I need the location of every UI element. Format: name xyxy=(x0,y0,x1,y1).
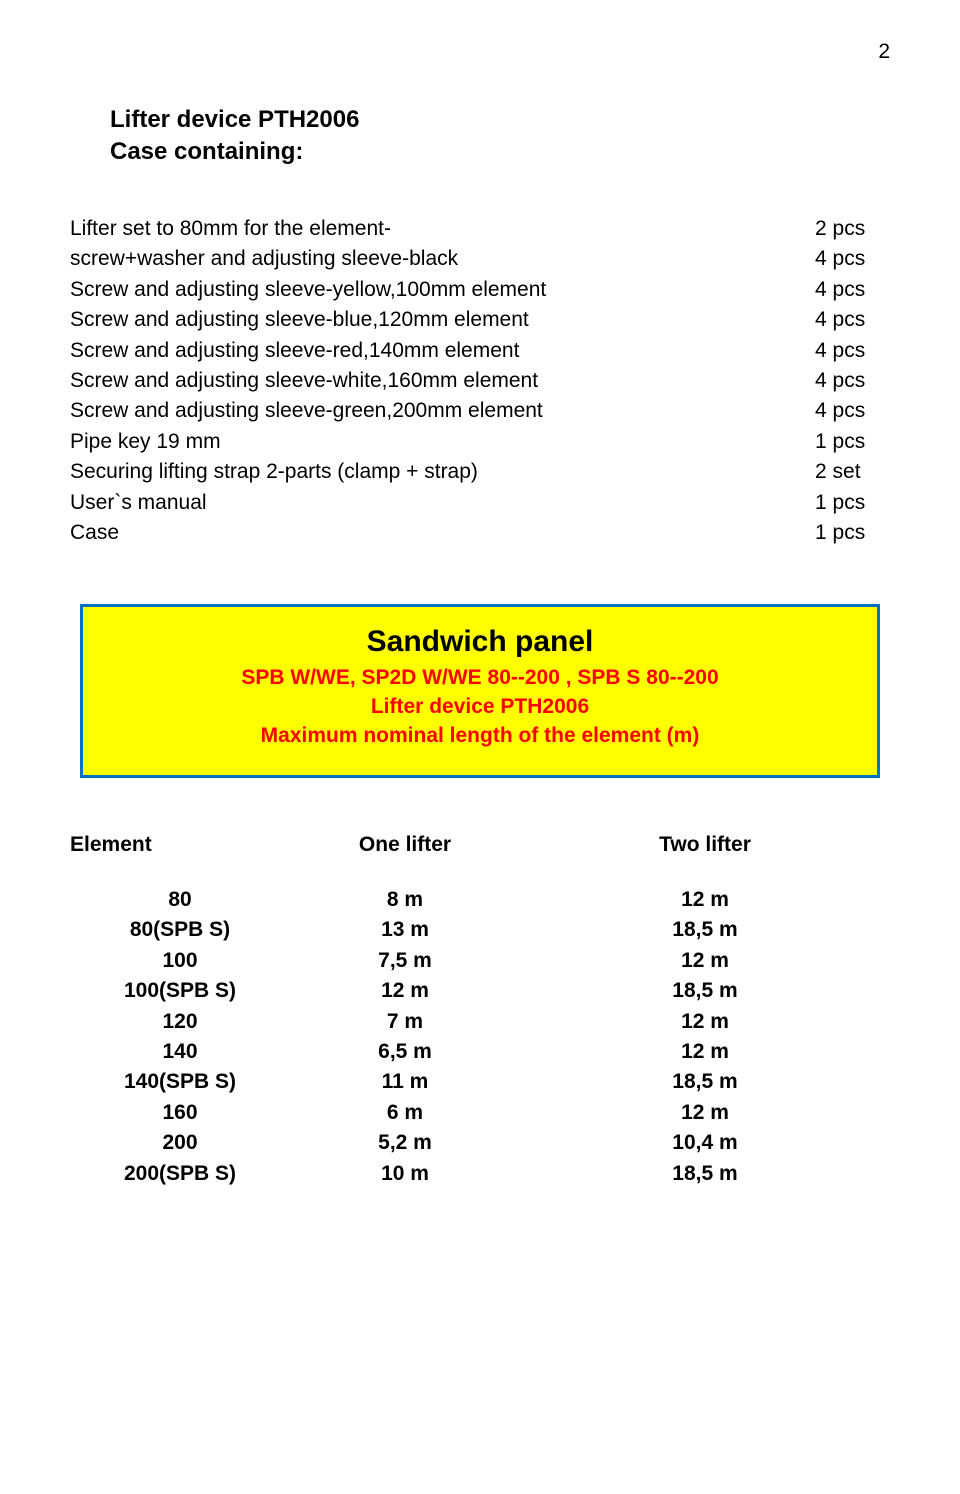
table-row: 1207 m12 m xyxy=(70,1007,890,1037)
contents-qty: 2 set xyxy=(815,457,890,487)
table-row: 1406,5 m12 m xyxy=(70,1037,890,1067)
cell-element: 200 xyxy=(70,1128,290,1158)
cell-one-lifter: 5,2 m xyxy=(290,1128,520,1158)
cell-two-lifter: 18,5 m xyxy=(520,915,890,945)
document-title: Lifter device PTH2006 Case containing: xyxy=(110,104,890,169)
cell-element: 100 xyxy=(70,946,290,976)
contents-qty: 1 pcs xyxy=(815,488,890,518)
panel-line-3: Maximum nominal length of the element (m… xyxy=(103,721,857,750)
cell-two-lifter: 12 m xyxy=(520,946,890,976)
contents-label: Screw and adjusting sleeve-green,200mm e… xyxy=(70,396,815,426)
contents-label: Case xyxy=(70,518,815,548)
cell-one-lifter: 11 m xyxy=(290,1067,520,1097)
page-number: 2 xyxy=(70,40,890,64)
contents-row: screw+washer and adjusting sleeve-black4… xyxy=(70,244,890,274)
cell-one-lifter: 6 m xyxy=(290,1098,520,1128)
cell-element: 80 xyxy=(70,885,290,915)
cell-two-lifter: 10,4 m xyxy=(520,1128,890,1158)
contents-label: Screw and adjusting sleeve-yellow,100mm … xyxy=(70,275,815,305)
contents-qty: 4 pcs xyxy=(815,305,890,335)
cell-element: 120 xyxy=(70,1007,290,1037)
header-two-lifter: Two lifter xyxy=(520,833,890,857)
panel-title: Sandwich panel xyxy=(103,625,857,659)
panel-line-1: SPB W/WE, SP2D W/WE 80--200 , SPB S 80--… xyxy=(103,663,857,692)
cell-two-lifter: 18,5 m xyxy=(520,1067,890,1097)
cell-one-lifter: 12 m xyxy=(290,976,520,1006)
contents-label: User`s manual xyxy=(70,488,815,518)
cell-element: 80(SPB S) xyxy=(70,915,290,945)
contents-label: Pipe key 19 mm xyxy=(70,427,815,457)
contents-row: Screw and adjusting sleeve-yellow,100mm … xyxy=(70,275,890,305)
table-row: 1007,5 m12 m xyxy=(70,946,890,976)
sandwich-panel-box: Sandwich panel SPB W/WE, SP2D W/WE 80--2… xyxy=(80,604,880,778)
cell-element: 200(SPB S) xyxy=(70,1159,290,1189)
cell-two-lifter: 18,5 m xyxy=(520,1159,890,1189)
cell-element: 160 xyxy=(70,1098,290,1128)
contents-row: Lifter set to 80mm for the element-2 pcs xyxy=(70,214,890,244)
contents-qty: 4 pcs xyxy=(815,336,890,366)
header-element: Element xyxy=(70,833,290,857)
contents-row: Screw and adjusting sleeve-blue,120mm el… xyxy=(70,305,890,335)
cell-one-lifter: 7,5 m xyxy=(290,946,520,976)
contents-row: Screw and adjusting sleeve-white,160mm e… xyxy=(70,366,890,396)
contents-qty: 1 pcs xyxy=(815,427,890,457)
contents-label: screw+washer and adjusting sleeve-black xyxy=(70,244,815,274)
contents-qty: 4 pcs xyxy=(815,366,890,396)
cell-element: 140 xyxy=(70,1037,290,1067)
cell-one-lifter: 7 m xyxy=(290,1007,520,1037)
cell-one-lifter: 10 m xyxy=(290,1159,520,1189)
cell-element: 140(SPB S) xyxy=(70,1067,290,1097)
contents-row: Pipe key 19 mm1 pcs xyxy=(70,427,890,457)
cell-two-lifter: 12 m xyxy=(520,885,890,915)
cell-two-lifter: 18,5 m xyxy=(520,976,890,1006)
contents-qty: 4 pcs xyxy=(815,396,890,426)
cell-two-lifter: 12 m xyxy=(520,1098,890,1128)
table-row: 80(SPB S)13 m18,5 m xyxy=(70,915,890,945)
length-table: Element One lifter Two lifter 808 m12 m8… xyxy=(70,833,890,1189)
contents-row: User`s manual1 pcs xyxy=(70,488,890,518)
panel-line-2: Lifter device PTH2006 xyxy=(103,692,857,721)
cell-two-lifter: 12 m xyxy=(520,1007,890,1037)
table-row: 200(SPB S)10 m18,5 m xyxy=(70,1159,890,1189)
table-row: 808 m12 m xyxy=(70,885,890,915)
contents-row: Case1 pcs xyxy=(70,518,890,548)
cell-one-lifter: 8 m xyxy=(290,885,520,915)
contents-row: Screw and adjusting sleeve-red,140mm ele… xyxy=(70,336,890,366)
table-header-row: Element One lifter Two lifter xyxy=(70,833,890,857)
cell-one-lifter: 6,5 m xyxy=(290,1037,520,1067)
contents-qty: 4 pcs xyxy=(815,275,890,305)
header-one-lifter: One lifter xyxy=(290,833,520,857)
contents-label: Securing lifting strap 2-parts (clamp + … xyxy=(70,457,815,487)
contents-qty: 2 pcs xyxy=(815,214,890,244)
title-line-2: Case containing: xyxy=(110,136,890,168)
contents-label: Lifter set to 80mm for the element- xyxy=(70,214,815,244)
table-body: 808 m12 m80(SPB S)13 m18,5 m1007,5 m12 m… xyxy=(70,885,890,1189)
contents-list: Lifter set to 80mm for the element-2 pcs… xyxy=(70,214,890,549)
table-row: 140(SPB S)11 m18,5 m xyxy=(70,1067,890,1097)
cell-two-lifter: 12 m xyxy=(520,1037,890,1067)
table-row: 100(SPB S)12 m18,5 m xyxy=(70,976,890,1006)
contents-label: Screw and adjusting sleeve-white,160mm e… xyxy=(70,366,815,396)
contents-label: Screw and adjusting sleeve-blue,120mm el… xyxy=(70,305,815,335)
contents-row: Screw and adjusting sleeve-green,200mm e… xyxy=(70,396,890,426)
title-line-1: Lifter device PTH2006 xyxy=(110,104,890,136)
contents-row: Securing lifting strap 2-parts (clamp + … xyxy=(70,457,890,487)
cell-element: 100(SPB S) xyxy=(70,976,290,1006)
table-row: 1606 m12 m xyxy=(70,1098,890,1128)
contents-qty: 1 pcs xyxy=(815,518,890,548)
contents-qty: 4 pcs xyxy=(815,244,890,274)
cell-one-lifter: 13 m xyxy=(290,915,520,945)
contents-label: Screw and adjusting sleeve-red,140mm ele… xyxy=(70,336,815,366)
table-row: 2005,2 m10,4 m xyxy=(70,1128,890,1158)
